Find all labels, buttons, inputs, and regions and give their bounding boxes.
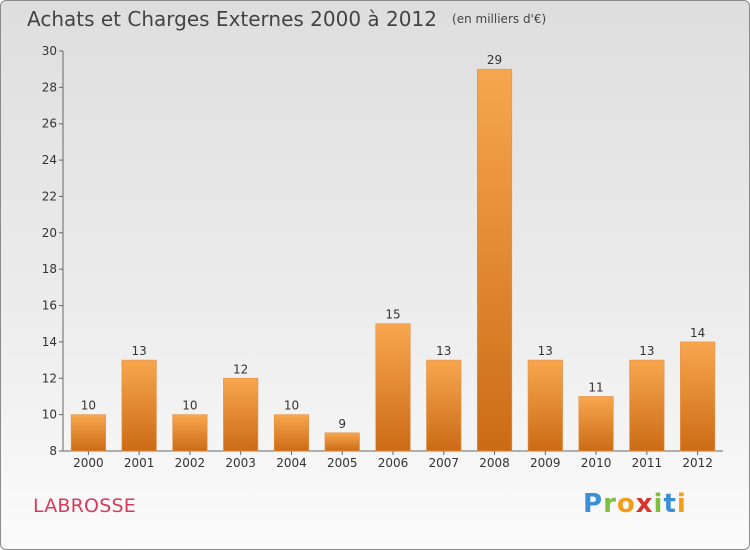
data-label: 10 [81, 399, 96, 413]
bar-2008 [476, 68, 513, 452]
y-tick-label: 20 [42, 226, 57, 240]
bar-2011 [629, 359, 665, 452]
chart-title: Achats et Charges Externes 2000 à 2012 [27, 7, 437, 31]
x-tick-label: 2009 [530, 456, 561, 470]
chart-subtitle: (en milliers d'€) [452, 12, 547, 26]
y-tick-label: 16 [42, 299, 57, 313]
bar-2012 [680, 341, 716, 452]
data-label: 9 [338, 417, 346, 431]
bar-2002 [172, 414, 208, 452]
data-label: 10 [284, 399, 299, 413]
data-label: 12 [233, 362, 248, 376]
y-tick-label: 30 [42, 44, 57, 58]
x-tick-label: 2003 [225, 456, 256, 470]
x-tick-label: 2005 [327, 456, 358, 470]
x-tick-label: 2004 [276, 456, 307, 470]
x-tick-label: 2011 [632, 456, 663, 470]
data-label: 29 [487, 53, 502, 67]
x-tick-label: 2010 [581, 456, 612, 470]
bar-2000 [70, 414, 106, 452]
data-label: 11 [588, 380, 603, 394]
data-label: 13 [132, 344, 147, 358]
y-tick-label: 22 [42, 189, 57, 203]
y-tick-label: 10 [42, 408, 57, 422]
bar-2007 [426, 359, 462, 452]
y-tick-label: 28 [42, 80, 57, 94]
y-tick-label: 26 [42, 117, 57, 131]
x-tick-label: 2001 [124, 456, 155, 470]
y-tick-label: 24 [42, 153, 57, 167]
bar-2010 [578, 396, 614, 452]
data-label: 13 [436, 344, 451, 358]
bar-2001 [121, 359, 157, 452]
y-tick-label: 8 [49, 444, 57, 458]
commune-name: LABROSSE [33, 495, 136, 517]
bar-2009 [527, 359, 563, 452]
x-tick-label: 2006 [378, 456, 409, 470]
data-label: 14 [690, 326, 705, 340]
bar-2003 [223, 377, 259, 452]
x-tick-label: 2007 [428, 456, 459, 470]
bar-2005 [324, 432, 360, 452]
data-label: 15 [385, 308, 400, 322]
chart-title-block: Achats et Charges Externes 2000 à 2012 (… [27, 7, 546, 31]
data-label: 13 [639, 344, 654, 358]
y-tick-label: 14 [42, 335, 57, 349]
data-label: 13 [538, 344, 553, 358]
x-tick-label: 2012 [682, 456, 713, 470]
y-tick-label: 12 [42, 371, 57, 385]
bar-2006 [375, 323, 411, 452]
x-tick-label: 2000 [73, 456, 104, 470]
x-tick-label: 2008 [479, 456, 510, 470]
x-tick-label: 2002 [175, 456, 206, 470]
proxiti-logo: Proxiti [583, 489, 687, 519]
bar-2004 [273, 414, 310, 452]
y-tick-label: 18 [42, 262, 57, 276]
data-label: 10 [182, 399, 197, 413]
